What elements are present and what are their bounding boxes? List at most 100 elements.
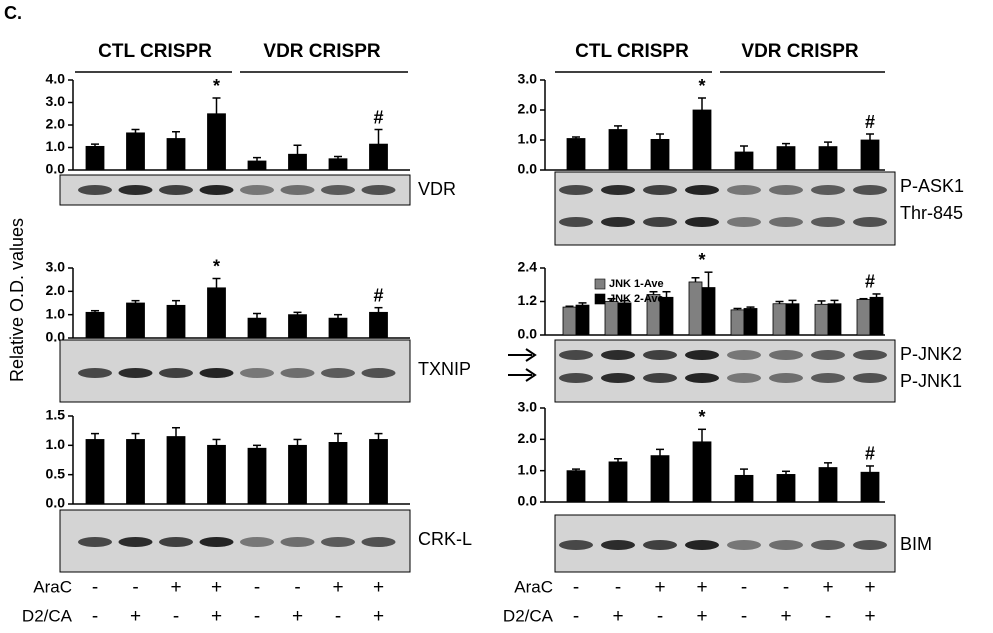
blot-band [853, 185, 887, 195]
error-bar [775, 300, 784, 304]
bar [369, 311, 388, 339]
bar [85, 311, 105, 339]
bar [126, 302, 145, 339]
error-bar [733, 307, 742, 310]
treatment-sign: - [741, 606, 747, 627]
blot-label: P-JNK2 [900, 344, 962, 364]
treatment-sign: + [332, 577, 343, 598]
blot-band [727, 350, 761, 360]
blot-band [240, 537, 274, 547]
error-bar [293, 438, 302, 446]
error-bar [788, 299, 797, 304]
error-bar [817, 300, 826, 305]
blot-band [685, 350, 719, 360]
error-bar [740, 145, 748, 152]
y-axis-label: Relative O.D. values [7, 218, 27, 382]
blot-label: P-JNK1 [900, 371, 962, 391]
blot-band [601, 185, 635, 195]
error-bar [704, 271, 713, 288]
treatment-sign: + [130, 606, 141, 627]
treatment-sign: + [373, 577, 384, 598]
error-bar [374, 128, 383, 145]
bar [776, 146, 796, 171]
treatment-name: D2/CA [22, 606, 73, 625]
legend-label: JNK 1-Ave [609, 278, 664, 290]
blot-band [643, 373, 677, 383]
bar [288, 444, 307, 505]
blot-band [769, 185, 803, 195]
blot-background [554, 171, 896, 246]
bar [692, 109, 712, 171]
error-bar [572, 468, 580, 471]
treatment-sign: - [783, 577, 789, 598]
blot-band [643, 217, 677, 227]
treatment-sign: - [173, 606, 179, 627]
bar [247, 317, 267, 339]
blot-band [159, 185, 193, 195]
blot-band [811, 373, 845, 383]
panel-label: C. [4, 3, 22, 23]
bar [566, 470, 586, 503]
bar [575, 304, 590, 336]
error-bar [334, 313, 342, 319]
error-bar [578, 302, 587, 306]
significance-marker: # [373, 285, 383, 305]
blot-band [321, 537, 355, 547]
treatment-sign: + [780, 606, 791, 627]
treatment-sign: - [825, 606, 831, 627]
significance-marker: * [213, 76, 220, 96]
significance-marker: * [698, 407, 705, 427]
y-tick-label: 2.0 [518, 430, 538, 446]
blot-band [159, 368, 193, 378]
y-tick-label: 3.0 [518, 399, 538, 415]
significance-marker: * [213, 256, 220, 276]
bar [734, 151, 754, 171]
y-tick-label: 3.0 [46, 93, 66, 109]
y-tick-label: 0.0 [518, 493, 538, 509]
blot-band [321, 185, 355, 195]
blot-band [811, 350, 845, 360]
treatment-name: AraC [514, 577, 553, 596]
bar [734, 474, 754, 503]
bar [369, 143, 388, 171]
blot-band [643, 540, 677, 550]
error-bar [824, 141, 832, 147]
treatment-sign: + [612, 606, 623, 627]
error-bar [691, 277, 700, 282]
blot-background [59, 339, 411, 403]
bar [328, 441, 348, 505]
treatment-sign: - [92, 606, 98, 627]
bar [207, 287, 226, 339]
bar [126, 132, 145, 171]
bar [617, 302, 632, 336]
error-bar [131, 299, 140, 303]
blot-band [240, 185, 274, 195]
bar [827, 303, 842, 336]
bar [814, 303, 829, 336]
bar [328, 158, 348, 171]
group-label: VDR CRISPR [741, 41, 858, 62]
bar [856, 299, 871, 336]
blot-band [361, 368, 396, 378]
error-bar [253, 312, 261, 319]
blot-image [59, 174, 411, 206]
y-tick-label: 1.0 [46, 138, 66, 154]
blot-image [59, 509, 411, 573]
significance-marker: # [865, 112, 875, 132]
error-bar [91, 432, 99, 440]
error-bar [614, 125, 622, 130]
treatment-sign: - [741, 577, 747, 598]
blot-band [78, 537, 112, 547]
error-bar [131, 432, 140, 440]
error-bar [740, 468, 748, 476]
blot-band [280, 185, 315, 195]
bar [776, 474, 796, 503]
blot-band [559, 217, 593, 227]
arrows [508, 348, 537, 382]
treatment-sign: - [254, 577, 260, 598]
bar [247, 447, 267, 505]
y-tick-label: 0.5 [46, 465, 66, 481]
error-bar [334, 155, 342, 159]
error-bar [656, 448, 664, 456]
blot-band [78, 368, 112, 378]
